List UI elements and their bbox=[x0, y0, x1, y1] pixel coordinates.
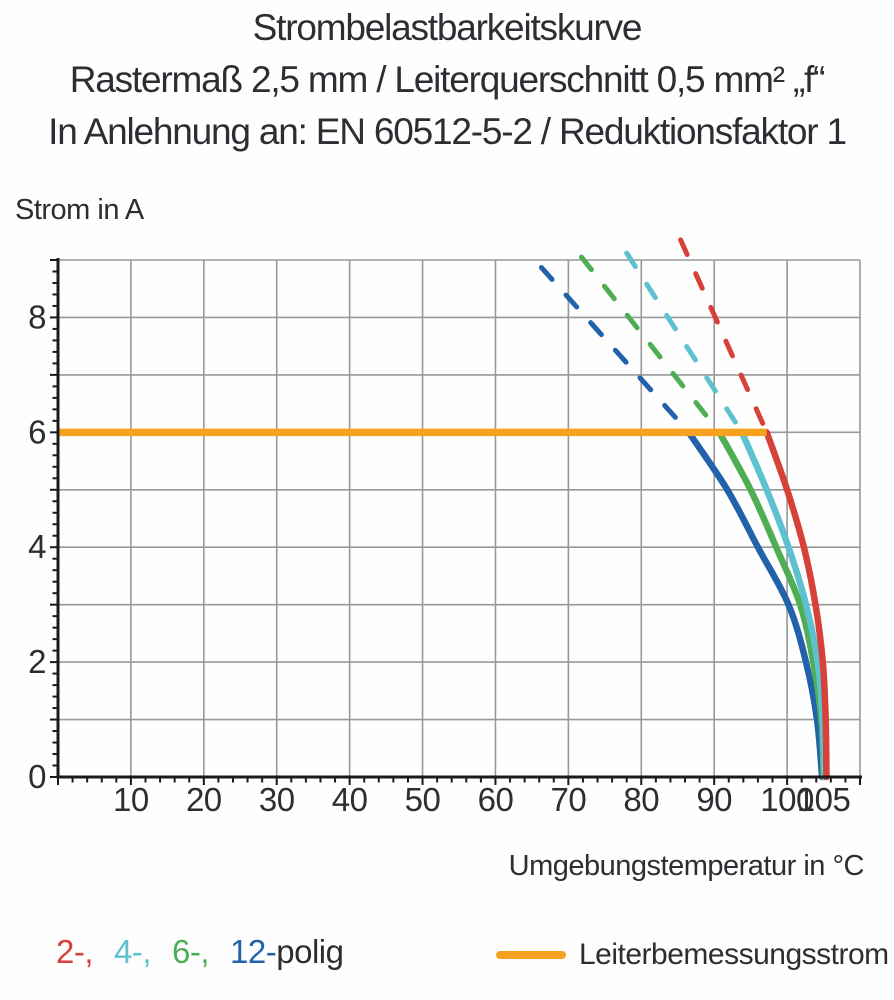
x-tick-label-90: 90 bbox=[696, 781, 732, 818]
curve-12-polig-dashed bbox=[538, 265, 692, 435]
rated-current-legend: Leiterbemessungsstrom bbox=[496, 933, 889, 977]
x-tick-label-50: 50 bbox=[405, 781, 441, 818]
x-tick-label-10: 10 bbox=[113, 781, 149, 818]
x-tick-label-70: 70 bbox=[551, 781, 587, 818]
y-tick-label-8: 8 bbox=[28, 298, 46, 335]
curve-2-polig-solid bbox=[763, 429, 830, 781]
title-line-2: Rastermaß 2,5 mm / Leiterquerschnitt 0,5… bbox=[69, 59, 826, 100]
x-tick-label-80: 80 bbox=[623, 781, 659, 818]
poles-legend: 2-, 4-, 6-, 12-polig bbox=[56, 933, 344, 971]
x-tick-label-60: 60 bbox=[478, 781, 514, 818]
rated-current-line-swatch bbox=[496, 951, 566, 959]
legend-suffix-polig: polig bbox=[276, 933, 344, 970]
curve-4-polig-dashed bbox=[624, 250, 745, 435]
y-axis-title: Strom in A bbox=[15, 194, 144, 226]
chart-title-block: Strombelastbarkeitskurve Rastermaß 2,5 m… bbox=[0, 2, 894, 158]
title-line-3: In Anlehnung an: EN 60512-5-2 / Reduktio… bbox=[48, 111, 847, 152]
legend-item-4-polig: 4-, bbox=[114, 933, 152, 970]
x-tick-label-100: 100 bbox=[760, 781, 814, 818]
title-line-1: Strombelastbarkeitskurve bbox=[252, 7, 643, 48]
x-axis-title: Umgebungstemperatur in °C bbox=[508, 850, 865, 882]
x-tick-label-105: 105 bbox=[797, 781, 851, 818]
y-tick-label-0: 0 bbox=[28, 758, 46, 795]
legend-item-6-polig: 6-, bbox=[172, 933, 210, 970]
x-tick-label-20: 20 bbox=[186, 781, 222, 818]
curve-2-polig-dashed bbox=[678, 237, 770, 435]
legend-item-12-polig: 12- bbox=[230, 933, 277, 970]
legend-item-2-polig: 2-, bbox=[56, 933, 94, 970]
y-tick-label-2: 2 bbox=[28, 643, 46, 680]
y-tick-label-4: 4 bbox=[28, 528, 46, 565]
x-tick-label-30: 30 bbox=[259, 781, 295, 818]
curve-12-polig-solid bbox=[685, 429, 826, 781]
curve-6-polig-dashed bbox=[579, 254, 722, 435]
rated-current-label: Leiterbemessungsstrom bbox=[579, 938, 889, 971]
x-tick-label-40: 40 bbox=[332, 781, 368, 818]
y-tick-label-6: 6 bbox=[28, 413, 46, 450]
